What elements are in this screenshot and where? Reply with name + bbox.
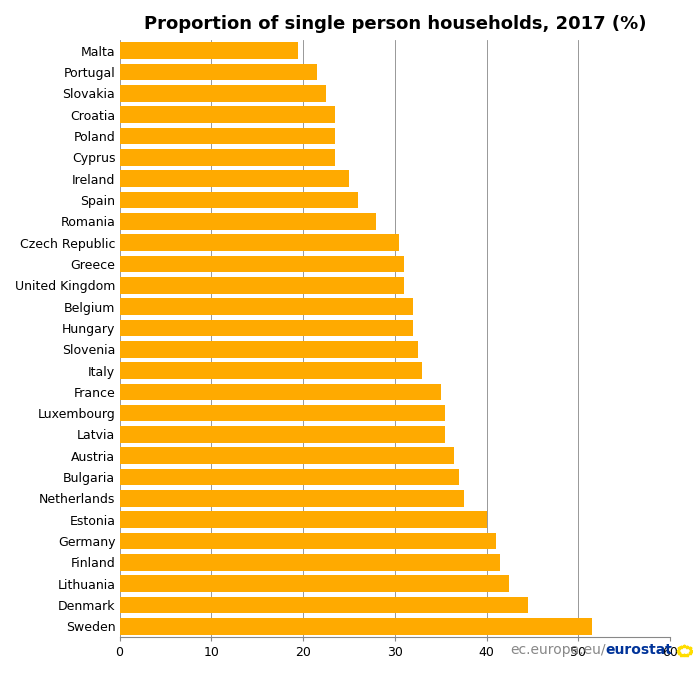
Bar: [119, 277, 404, 294]
Bar: [119, 384, 441, 400]
Bar: [119, 341, 418, 357]
Title: Proportion of single person households, 2017 (%): Proportion of single person households, …: [143, 15, 646, 33]
Bar: [119, 490, 464, 507]
Bar: [119, 149, 335, 166]
Bar: [119, 448, 455, 464]
Bar: [119, 42, 299, 59]
Bar: [119, 64, 317, 80]
Bar: [119, 255, 404, 272]
Bar: [119, 191, 358, 208]
Bar: [119, 213, 376, 230]
Bar: [119, 405, 446, 421]
Bar: [119, 85, 326, 102]
Bar: [119, 618, 592, 635]
Bar: [119, 106, 335, 123]
Bar: [119, 299, 413, 315]
Bar: [119, 469, 459, 485]
Bar: [119, 512, 486, 528]
Bar: [119, 362, 422, 379]
Bar: [119, 532, 495, 549]
Bar: [119, 127, 335, 144]
Text: eurostat: eurostat: [605, 643, 672, 657]
Bar: [119, 319, 413, 336]
Bar: [119, 171, 349, 187]
Bar: [119, 235, 399, 251]
Text: ec.europa.eu/: ec.europa.eu/: [510, 643, 605, 657]
Bar: [119, 596, 528, 613]
Bar: [119, 554, 500, 571]
Bar: [119, 426, 446, 443]
Bar: [119, 576, 509, 592]
